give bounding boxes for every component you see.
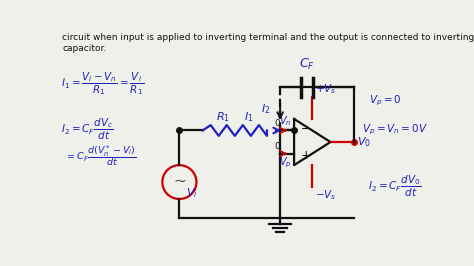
Text: $I_2$: $I_2$ bbox=[262, 102, 271, 116]
Text: $+V_s$: $+V_s$ bbox=[315, 82, 337, 96]
Text: 0: 0 bbox=[274, 119, 280, 128]
Text: $I_2 = C_F \dfrac{dV_0}{dt}$: $I_2 = C_F \dfrac{dV_0}{dt}$ bbox=[368, 174, 421, 200]
Text: $I_1$: $I_1$ bbox=[244, 110, 254, 123]
Text: 0: 0 bbox=[274, 142, 280, 151]
Text: $V_p = V_n = 0V$: $V_p = V_n = 0V$ bbox=[362, 123, 427, 137]
Text: $V_p = 0$: $V_p = 0$ bbox=[369, 94, 402, 108]
Text: +: + bbox=[300, 149, 311, 162]
Text: $V_0$: $V_0$ bbox=[357, 135, 371, 149]
Text: circuit when input is applied to inverting terminal and the output is connected : circuit when input is applied to inverti… bbox=[63, 34, 474, 53]
Text: ~: ~ bbox=[173, 175, 186, 189]
Text: $R_1$: $R_1$ bbox=[216, 110, 230, 123]
Text: $V_p$: $V_p$ bbox=[279, 156, 292, 170]
Text: $C_F$: $C_F$ bbox=[299, 57, 315, 72]
Text: −: − bbox=[300, 122, 311, 135]
Text: $V_i$: $V_i$ bbox=[186, 186, 197, 200]
Text: $= C_F \dfrac{d(V_n^* - V_i)}{dt}$: $= C_F \dfrac{d(V_n^* - V_i)}{dt}$ bbox=[65, 144, 137, 169]
Text: $-V_s$: $-V_s$ bbox=[315, 188, 337, 202]
Text: $V_n$: $V_n$ bbox=[279, 114, 292, 128]
Text: $I_1 = \dfrac{V_i - V_n}{R_1} = \dfrac{V_i}{R_1}$: $I_1 = \dfrac{V_i - V_n}{R_1} = \dfrac{V… bbox=[61, 70, 144, 97]
Text: $I_2 = C_F \dfrac{dV_c}{dt}$: $I_2 = C_F \dfrac{dV_c}{dt}$ bbox=[61, 117, 113, 142]
